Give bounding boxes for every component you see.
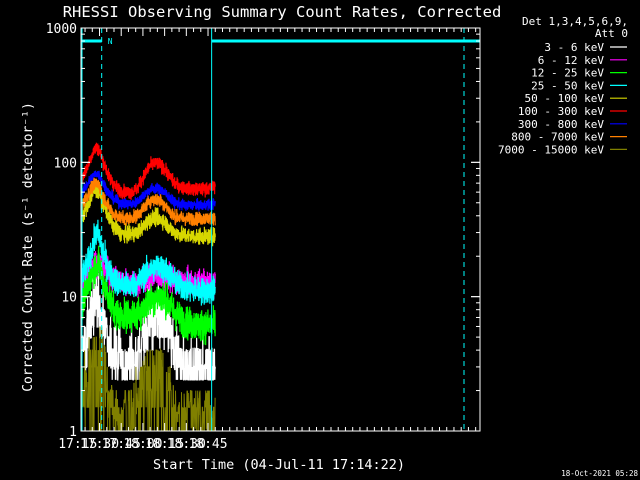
- x-tick-label: 18:45: [188, 437, 227, 452]
- legend-item-label: 12 - 25 keV: [531, 67, 604, 80]
- series-line-3: [81, 219, 216, 306]
- series-line-4: [81, 181, 216, 247]
- x-tick-label: 17:30: [80, 437, 119, 452]
- y-tick-label: 100: [54, 156, 77, 171]
- x-tick-label: 17:15: [58, 437, 97, 452]
- footer-timestamp: 18-Oct-2021 05:28: [561, 469, 638, 478]
- y-tick-label: 10: [61, 291, 77, 306]
- series-line-6: [81, 170, 216, 213]
- chart-title: RHESSI Observing Summary Count Rates, Co…: [63, 3, 502, 21]
- legend-item-label: 3 - 6 keV: [544, 41, 604, 54]
- series-line-2: [81, 245, 216, 346]
- series-line-7: [81, 177, 216, 227]
- legend-header: Det 1,3,4,5,6,9,Att 0: [522, 15, 628, 40]
- x-axis-label: Start Time (04-Jul-11 17:14:22): [153, 457, 405, 473]
- x-tick-label: 17:45: [102, 437, 141, 452]
- legend-header-line: Att 0: [595, 27, 628, 40]
- legend-item-label: 100 - 300 keV: [518, 105, 604, 118]
- legend-item-label: 6 - 12 keV: [538, 54, 605, 67]
- legend-item-label: 50 - 100 keV: [525, 92, 605, 105]
- x-tick-label: 18:30: [167, 437, 206, 452]
- attenuator-label: N: [108, 37, 113, 46]
- plot-area: N: [81, 28, 480, 431]
- legend-item-label: 800 - 7000 keV: [511, 131, 604, 144]
- series-line-5: [81, 142, 216, 200]
- x-tick-label: 18:00: [123, 437, 162, 452]
- series-line-8: [81, 326, 216, 431]
- y-axis-label: Corrected Count Rate (s⁻¹ detector⁻¹): [21, 102, 36, 392]
- x-tick-label: 18:15: [145, 437, 184, 452]
- legend-item-label: 7000 - 15000 keV: [498, 143, 604, 156]
- legend-header-line: Det 1,3,4,5,6,9,: [522, 15, 628, 28]
- legend-item-label: 300 - 800 keV: [518, 118, 604, 131]
- legend-item-label: 25 - 50 keV: [531, 79, 604, 92]
- y-tick-label: 1000: [46, 22, 77, 37]
- y-tick-label: 1: [69, 425, 77, 440]
